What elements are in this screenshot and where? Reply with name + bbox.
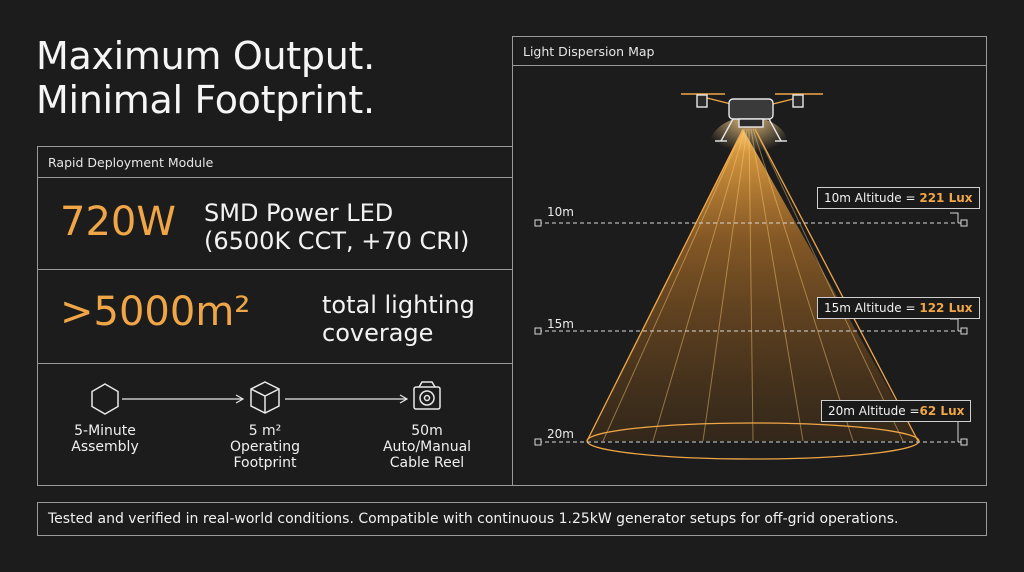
coverage-value: >5000m² <box>60 289 251 335</box>
headline-line-2: Minimal Footprint. <box>36 78 375 122</box>
callout-20m: 20m Altitude =62 Lux <box>821 400 972 422</box>
altitude-lines <box>538 222 965 443</box>
power-desc-line-2: (6500K CCT, +70 CRI) <box>204 227 470 255</box>
footer-bar: Tested and verified in real-world condit… <box>37 502 987 536</box>
coverage-description: total lighting coverage <box>322 291 475 347</box>
power-value: 720W <box>60 199 176 245</box>
divider <box>38 363 512 364</box>
step-cable-reel: 50m Auto/Manual Cable Reel <box>382 423 472 471</box>
headline: Maximum Output. Minimal Footprint. <box>36 34 375 122</box>
power-description: SMD Power LED (6500K CCT, +70 CRI) <box>204 199 469 255</box>
cube-icon <box>250 381 280 414</box>
light-beam <box>586 117 920 460</box>
lux-value: 62 Lux <box>919 404 965 418</box>
coverage-desc-line-2: coverage <box>322 319 434 347</box>
divider <box>38 177 512 178</box>
altitude-label-15m: 15m <box>547 317 574 331</box>
callout-10m: 10m Altitude = 221 Lux <box>817 187 980 209</box>
step-assembly: 5-Minute Assembly <box>71 423 139 455</box>
hexagon-icon <box>91 383 119 415</box>
altitude-label-20m: 20m <box>547 427 574 441</box>
power-desc-line-1: SMD Power LED <box>204 199 394 227</box>
steps-graphic <box>91 381 441 415</box>
altitude-markers <box>534 219 968 446</box>
dispersion-diagram <box>534 93 968 460</box>
step-footprint: 5 m² Operating Footprint <box>230 423 300 471</box>
module-title: Rapid Deployment Module <box>48 155 214 170</box>
altitude-label-10m: 10m <box>547 205 574 219</box>
dispersion-title: Light Dispersion Map <box>523 44 655 59</box>
coverage-desc-line-1: total lighting <box>322 291 475 319</box>
arrow-right-icon <box>285 394 409 404</box>
arrow-right-icon <box>122 394 245 404</box>
divider <box>513 65 986 66</box>
callout-15m: 15m Altitude = 122 Lux <box>817 297 980 319</box>
headline-line-1: Maximum Output. <box>36 34 375 78</box>
divider <box>38 269 512 270</box>
footer-text: Tested and verified in real-world condit… <box>48 511 899 527</box>
drone-icon <box>681 93 823 142</box>
lux-value: 122 Lux <box>919 301 973 315</box>
cable-reel-icon <box>413 381 441 410</box>
lux-value: 221 Lux <box>919 191 973 205</box>
module-panel: Rapid Deployment Module 720W SMD Power L… <box>37 146 513 486</box>
dispersion-panel: Light Dispersion Map <box>512 36 987 486</box>
